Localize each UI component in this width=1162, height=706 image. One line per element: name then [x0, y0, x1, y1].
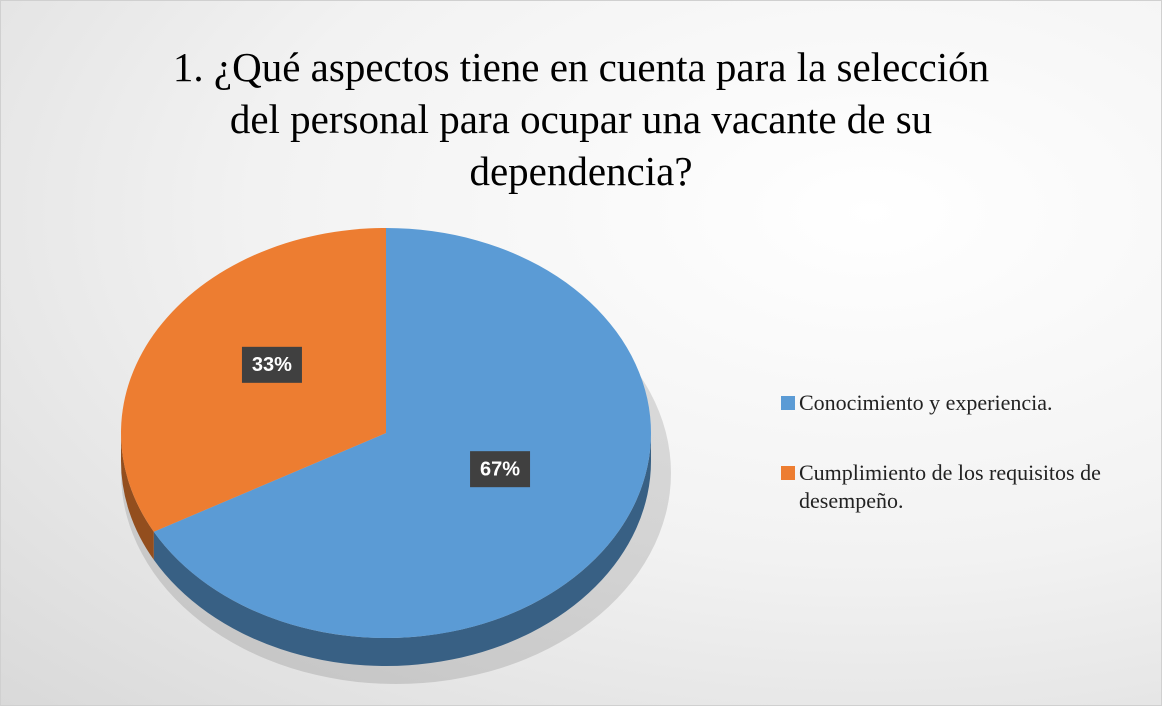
legend-label: Cumplimiento de los requisitos de desemp…: [799, 460, 1101, 513]
legend-label: Conocimiento y experiencia.: [799, 390, 1053, 415]
legend-swatch: [781, 466, 795, 480]
value-label-box: [470, 451, 531, 488]
legend-item: Conocimiento y experiencia.: [781, 389, 1144, 417]
pie-side: [121, 433, 154, 560]
pie-slice: [153, 228, 651, 638]
value-label: 33%: [252, 354, 292, 376]
value-label-box: [241, 346, 302, 383]
value-label: 67%: [480, 458, 520, 480]
chart-title: 1. ¿Qué aspectos tiene en cuenta para la…: [172, 44, 990, 194]
pie-side: [153, 433, 651, 667]
legend-swatch: [781, 396, 795, 410]
legend-item: Cumplimiento de los requisitos de desemp…: [781, 459, 1144, 515]
